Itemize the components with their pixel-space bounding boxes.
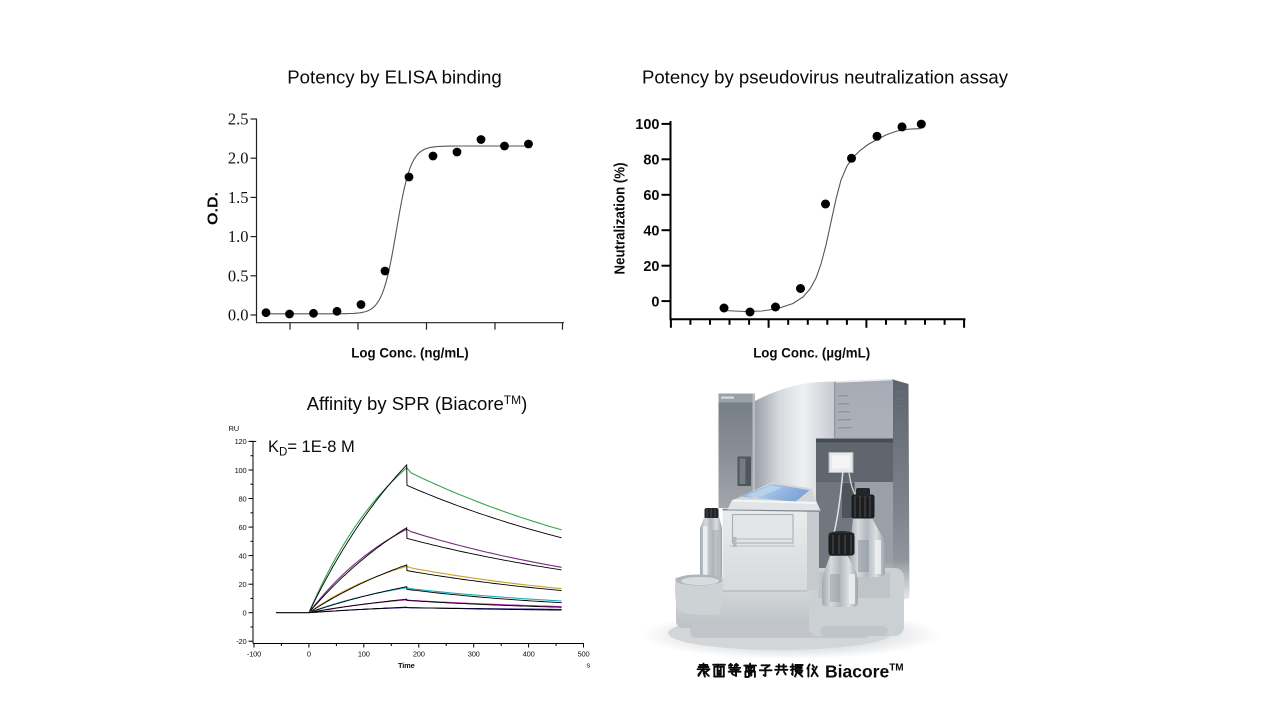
svg-text:Neutralization (%): Neutralization (%) [612,162,628,274]
svg-text:2.0: 2.0 [228,149,249,168]
svg-text:1.5: 1.5 [228,188,249,207]
svg-text:0: 0 [307,650,311,659]
svg-text:40: 40 [643,223,659,239]
svg-text:RU: RU [229,424,239,433]
svg-text:120: 120 [235,437,247,446]
svg-text:BiacoreTM: BiacoreTM [825,662,904,682]
svg-text:Log Conc. (ng/mL): Log Conc. (ng/mL) [351,345,469,361]
svg-text:100: 100 [235,466,247,475]
svg-text:Affinity by SPR (BiacoreTM): Affinity by SPR (BiacoreTM) [307,393,528,414]
svg-text:s: s [587,661,591,670]
svg-text:Log Conc. (µg/mL): Log Conc. (µg/mL) [753,344,870,360]
svg-text:20: 20 [239,580,247,589]
svg-text:80: 80 [239,494,247,503]
svg-text:400: 400 [523,650,535,659]
svg-text:300: 300 [468,650,480,659]
svg-text:1.0: 1.0 [228,227,249,246]
svg-text:100: 100 [635,117,659,133]
svg-text:Potency by ELISA binding: Potency by ELISA binding [287,67,502,88]
svg-text:200: 200 [413,650,425,659]
svg-text:0.5: 0.5 [228,266,249,285]
svg-text:KD= 1E-8 M: KD= 1E-8 M [268,438,355,459]
svg-text:60: 60 [643,188,659,204]
svg-text:-100: -100 [247,650,261,659]
svg-text:Potency by pseudovirus neutral: Potency by pseudovirus neutralization as… [642,67,1009,88]
svg-text:60: 60 [239,523,247,532]
svg-text:80: 80 [643,153,659,169]
svg-text:Time: Time [398,661,415,670]
svg-text:0.0: 0.0 [228,306,249,325]
svg-text:500: 500 [578,650,590,659]
svg-text:100: 100 [358,650,370,659]
svg-text:0: 0 [243,609,247,618]
svg-text:40: 40 [239,551,247,560]
svg-text:20: 20 [643,259,659,275]
svg-text:0: 0 [651,294,659,310]
svg-text:2.5: 2.5 [228,110,249,129]
svg-text:O.D.: O.D. [205,192,221,225]
svg-text:-20: -20 [236,637,246,646]
